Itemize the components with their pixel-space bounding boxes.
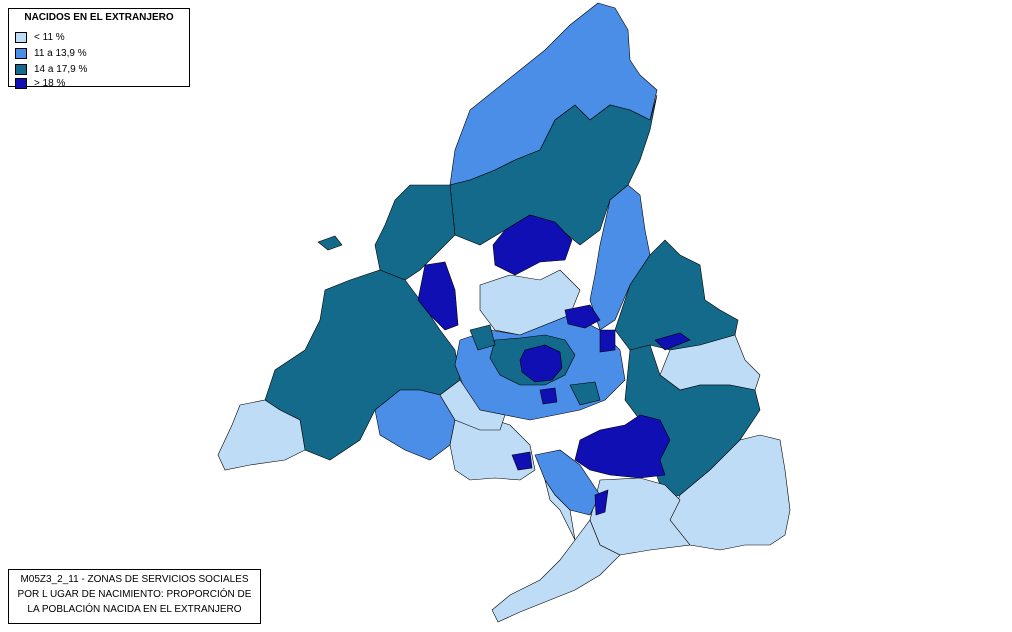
caption-line: M05Z3_2_11 - ZONAS DE SERVICIOS SOCIALES	[20, 574, 249, 585]
zone-patch-3	[654, 332, 691, 351]
zone-west-islet	[317, 235, 343, 251]
legend-label: > 18 %	[34, 77, 66, 89]
legend-swatch	[15, 31, 27, 43]
zone-patch-4	[511, 451, 533, 471]
legend-swatch	[15, 47, 27, 59]
legend-item: > 18 %	[15, 77, 65, 89]
zone-patch-2	[599, 329, 616, 353]
zone-south-tail	[491, 519, 621, 623]
zone-south-light	[589, 477, 691, 556]
zone-west	[264, 269, 461, 461]
zone-south-strip	[544, 479, 576, 541]
zone-capital-core	[519, 344, 563, 383]
zone-patch-7	[569, 381, 601, 406]
legend-label: 11 a 13,9 %	[34, 47, 87, 59]
legend: NACIDOS EN EL EXTRANJERO < 11 % 11 a 13,…	[8, 8, 190, 89]
zone-patch-1	[564, 304, 601, 329]
legend-item: 14 a 17,9 %	[15, 63, 87, 75]
legend-label: 14 a 17,9 %	[34, 63, 88, 75]
zone-west-high	[417, 261, 459, 331]
legend-label: < 11 %	[34, 31, 65, 43]
zone-patch-8	[539, 387, 558, 405]
caption-line: LA POBLACIÓN NACIDA EN EL EXTRANJERO	[27, 604, 242, 615]
zone-east-strip	[589, 184, 651, 331]
zone-patch-6	[469, 324, 496, 351]
legend-item: 11 a 13,9 %	[15, 47, 87, 59]
map-caption: M05Z3_2_11 - ZONAS DE SERVICIOS SOCIALES…	[8, 569, 261, 624]
legend-title: NACIDOS EN EL EXTRANJERO	[24, 12, 174, 23]
legend-swatch	[15, 63, 27, 75]
zone-southeast-high	[574, 414, 671, 479]
caption-line: POR L UGAR DE NACIMIENTO: PROPORCIÓN DE	[17, 589, 252, 600]
zone-north-high	[492, 214, 573, 276]
zone-capital-light	[439, 379, 506, 431]
zone-patch-5	[594, 489, 609, 516]
legend-item: < 11 %	[15, 31, 65, 43]
zone-southwest	[217, 399, 306, 471]
zone-south-east-light	[669, 434, 791, 551]
legend-swatch	[15, 77, 27, 89]
